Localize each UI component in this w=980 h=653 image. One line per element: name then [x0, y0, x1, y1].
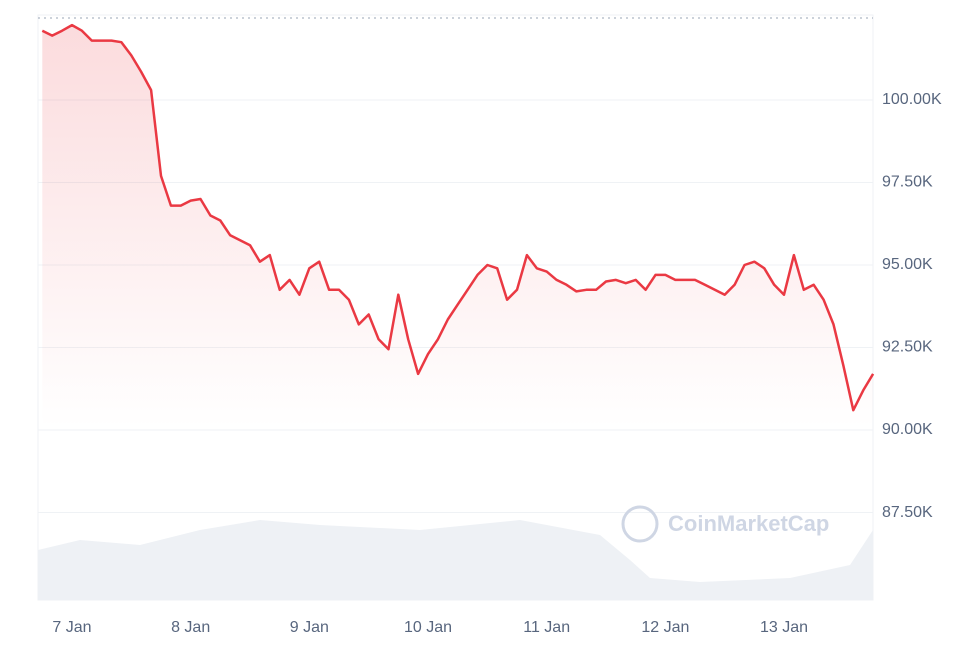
- watermark-text: CoinMarketCap: [668, 511, 829, 536]
- watermark: CoinMarketCap: [621, 505, 829, 543]
- y-tick-label: 95.00K: [882, 256, 933, 273]
- x-tick-label: 7 Jan: [52, 619, 91, 636]
- price-area: [42, 25, 874, 601]
- x-tick-label: 13 Jan: [760, 619, 808, 636]
- x-tick-label: 9 Jan: [290, 619, 329, 636]
- y-tick-label: 100.00K: [882, 91, 942, 108]
- y-tick-label: 97.50K: [882, 174, 933, 191]
- x-tick-label: 8 Jan: [171, 619, 210, 636]
- x-tick-label: 10 Jan: [404, 619, 452, 636]
- watermark-logo: [621, 505, 659, 543]
- price-line: [41, 23, 875, 412]
- y-tick-label: 92.50K: [882, 339, 933, 356]
- x-tick-label: 11 Jan: [523, 619, 570, 636]
- y-tick-label: 90.00K: [882, 421, 933, 438]
- y-tick-label: 87.50K: [882, 504, 933, 521]
- x-tick-label: 12 Jan: [641, 619, 689, 636]
